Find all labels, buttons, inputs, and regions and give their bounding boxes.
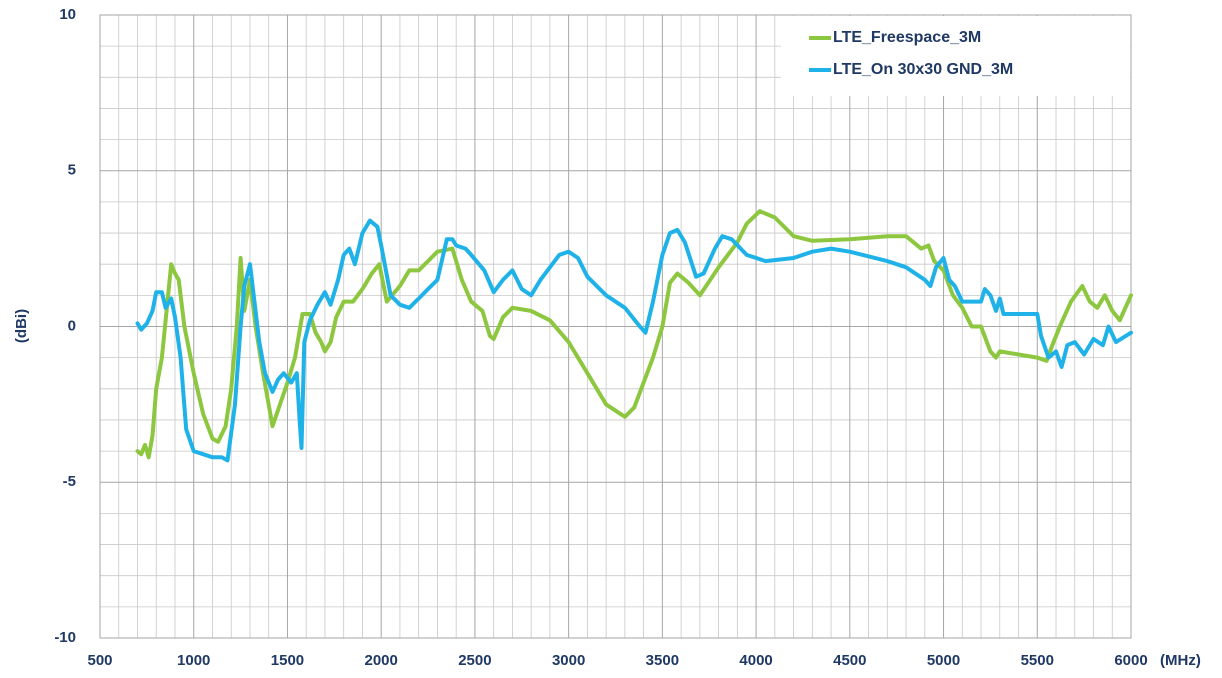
x-axis-label: (MHz) (1160, 652, 1201, 669)
x-tick-label: 2500 (458, 652, 491, 669)
y-tick-label: -10 (54, 629, 76, 646)
y-tick-label: 0 (68, 317, 76, 334)
x-tick-label: 1500 (271, 652, 304, 669)
legend-label: LTE_Freespace_3M (833, 29, 981, 46)
x-tick-label: 500 (87, 652, 112, 669)
legend: LTE_Freespace_3M LTE_On 30x30 GND_3M (781, 16, 1130, 96)
x-tick-label: 3500 (646, 652, 679, 669)
x-tick-label: 5000 (927, 652, 960, 669)
series-line (135, 209, 1133, 460)
plot-border (99, 14, 1132, 639)
series-line (135, 218, 1133, 463)
x-tick-label: 5500 (1021, 652, 1054, 669)
legend-label: LTE_On 30x30 GND_3M (833, 61, 1013, 78)
x-tick-label: 6000 (1114, 652, 1147, 669)
y-tick-label: 10 (59, 6, 76, 23)
y-tick-label: 5 (68, 162, 76, 179)
x-tick-label: 1000 (177, 652, 210, 669)
x-tick-label: 3000 (552, 652, 585, 669)
y-tick-label: -5 (63, 473, 76, 490)
x-tick-label: 4500 (833, 652, 866, 669)
x-tick-label: 2000 (364, 652, 397, 669)
legend-box (781, 16, 1130, 96)
y-axis-label: (dBi) (13, 309, 30, 343)
x-tick-label: 4000 (739, 652, 772, 669)
